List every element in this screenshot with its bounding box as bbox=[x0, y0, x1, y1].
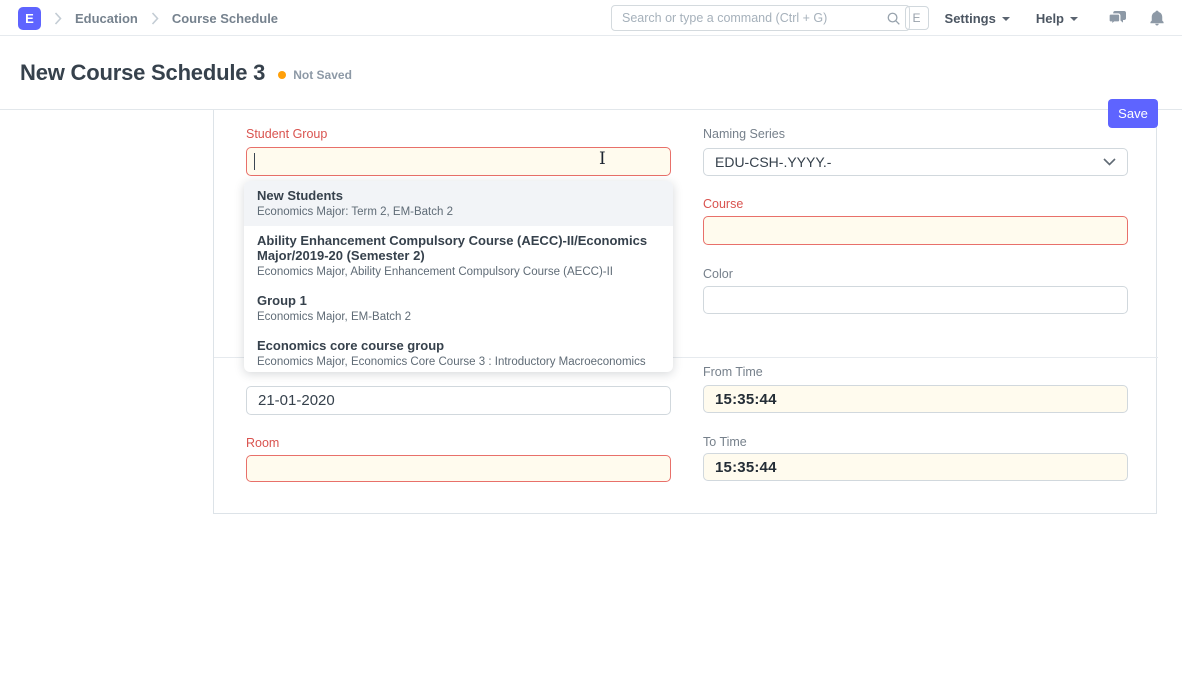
settings-menu[interactable]: Settings bbox=[945, 11, 1010, 26]
color-input[interactable] bbox=[703, 286, 1128, 314]
dropdown-option-subtitle: Economics Major, Economics Core Course 3… bbox=[257, 356, 646, 368]
dropdown-option[interactable]: Economics core course group Economics Ma… bbox=[244, 331, 673, 372]
text-caret bbox=[254, 153, 255, 170]
breadcrumb: E Education Course Schedule bbox=[18, 0, 278, 36]
global-search[interactable] bbox=[611, 5, 910, 31]
section-divider bbox=[214, 357, 1158, 358]
dropdown-option-title: Group 1 bbox=[257, 293, 307, 308]
chevron-down-icon bbox=[1103, 158, 1116, 166]
dropdown-option-title: Ability Enhancement Compulsory Course (A… bbox=[257, 233, 648, 263]
room-input[interactable] bbox=[246, 455, 671, 482]
naming-series-label: Naming Series bbox=[703, 127, 785, 141]
course-label: Course bbox=[703, 197, 744, 211]
chat-icon[interactable] bbox=[1108, 10, 1128, 26]
from-time-input[interactable] bbox=[703, 385, 1128, 413]
navbar-actions: E Settings Help bbox=[904, 0, 1164, 36]
save-button[interactable]: Save bbox=[1108, 99, 1158, 128]
help-menu[interactable]: Help bbox=[1036, 11, 1078, 26]
breadcrumb-course-schedule[interactable]: Course Schedule bbox=[171, 10, 279, 26]
student-group-input[interactable] bbox=[246, 147, 671, 176]
room-label: Room bbox=[246, 436, 280, 450]
chevron-right-icon bbox=[151, 11, 159, 25]
dropdown-option-title: New Students bbox=[257, 188, 343, 203]
status-dot-icon bbox=[278, 70, 287, 79]
to-time-input[interactable] bbox=[703, 453, 1128, 481]
user-avatar[interactable]: E bbox=[904, 6, 929, 30]
page-title: New Course Schedule 3 bbox=[20, 60, 266, 85]
breadcrumb-education[interactable]: Education bbox=[75, 10, 138, 26]
caret-down-icon bbox=[1070, 17, 1078, 21]
dropdown-option[interactable]: Ability Enhancement Compulsory Course (A… bbox=[244, 226, 673, 286]
search-icon bbox=[886, 11, 901, 26]
dropdown-option-title: Economics core course group bbox=[257, 338, 445, 353]
app-logo[interactable]: E bbox=[18, 6, 41, 30]
student-group-label: Student Group bbox=[246, 127, 328, 141]
help-label: Help bbox=[1035, 10, 1064, 26]
course-input[interactable] bbox=[703, 216, 1128, 245]
dropdown-option[interactable]: New Students Economics Major: Term 2, EM… bbox=[244, 181, 673, 226]
color-label: Color bbox=[703, 267, 733, 281]
student-group-dropdown: New Students Economics Major: Term 2, EM… bbox=[244, 181, 673, 372]
mouse-cursor-ibeam: I bbox=[599, 149, 606, 169]
dropdown-option-subtitle: Economics Major: Term 2, EM-Batch 2 bbox=[257, 206, 453, 218]
search-input[interactable] bbox=[612, 11, 886, 25]
navbar: E Education Course Schedule E Settings H… bbox=[0, 0, 1182, 36]
naming-series-select[interactable]: EDU-CSH-.YYYY.- bbox=[703, 148, 1128, 176]
dropdown-option-subtitle: Economics Major, Ability Enhancement Com… bbox=[257, 266, 613, 278]
dropdown-option-subtitle: Economics Major, EM-Batch 2 bbox=[257, 311, 412, 323]
page-head: New Course Schedule 3 Not Saved Save bbox=[0, 36, 1182, 128]
from-time-label: From Time bbox=[703, 365, 763, 379]
form-card: Student Group Naming Series EDU-CSH-.YYY… bbox=[213, 110, 1158, 514]
caret-down-icon bbox=[1001, 17, 1010, 21]
status-badge: Not Saved bbox=[278, 68, 352, 82]
naming-series-value: EDU-CSH-.YYYY.- bbox=[715, 154, 832, 170]
dropdown-option[interactable]: Group 1 Economics Major, EM-Batch 2 bbox=[244, 286, 673, 331]
chevron-right-icon bbox=[54, 11, 62, 25]
schedule-date-input[interactable] bbox=[246, 386, 671, 415]
settings-label: Settings bbox=[944, 10, 996, 26]
bell-icon[interactable] bbox=[1150, 10, 1164, 26]
status-text: Not Saved bbox=[293, 67, 352, 82]
to-time-label: To Time bbox=[703, 435, 747, 449]
